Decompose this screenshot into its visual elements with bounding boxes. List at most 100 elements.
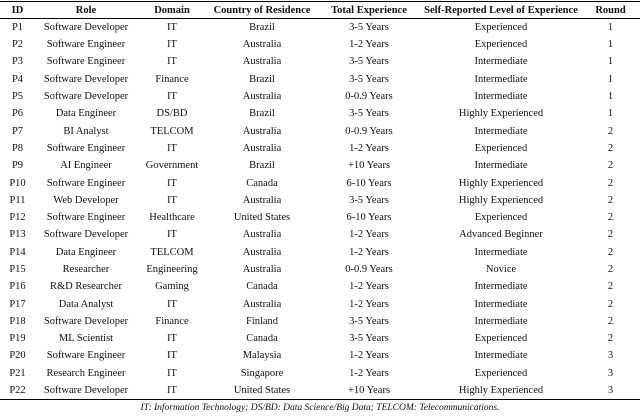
table-cell: Brazil	[249, 160, 275, 172]
table-cell: IT	[167, 350, 177, 362]
table-cell: 2	[607, 194, 614, 206]
table-cell: Australia	[242, 194, 282, 206]
table-cell: 1	[607, 108, 614, 120]
table-cell: 2	[607, 125, 614, 137]
table-cell: TELCOM	[150, 125, 194, 137]
table-cell: P4	[11, 73, 24, 85]
table-row: P22 Software Developer IT United States +10 …	[0, 382, 640, 400]
table-header: ID Role Domain Country of Residence Total Ex…	[0, 1, 640, 19]
table-cell: 1-2 Years	[349, 367, 389, 379]
table-cell: Data Engineer	[55, 108, 117, 120]
table-cell: +10 Years	[347, 160, 391, 172]
header-row: ID Role Domain Country of Residence Total Ex…	[0, 1, 640, 19]
table-cell: Experienced	[474, 39, 528, 51]
table-cell: +10 Years	[347, 384, 391, 396]
table-cell: DS/BD	[156, 108, 188, 120]
table-cell: 1	[607, 56, 614, 68]
table-cell: 2	[607, 281, 614, 293]
table-cell: Canada	[246, 281, 278, 293]
table-cell: Australia	[242, 125, 282, 137]
table-cell: Software Engineer	[46, 177, 126, 189]
table-row: P15 Researcher Engineering Australia 0-0.9 Y…	[0, 261, 640, 278]
table-cell: P13	[9, 229, 26, 241]
table-cell: R&D Researcher	[49, 281, 122, 293]
table-cell: P12	[9, 212, 26, 224]
table-row: P2 Software Engineer IT Australia 1-2 Years E…	[0, 36, 640, 53]
table-cell: 3-5 Years	[349, 22, 389, 33]
table-cell: 2	[607, 229, 614, 241]
table-cell: Australia	[242, 39, 282, 51]
table-cell: IT	[167, 91, 177, 103]
table-cell: 1-2 Years	[349, 142, 389, 154]
table-cell: Experienced	[474, 333, 528, 345]
table-cell: IT	[167, 367, 177, 379]
table-cell: 1-2 Years	[349, 39, 389, 51]
table-cell: P15	[9, 264, 26, 275]
table-cell: Intermediate	[474, 56, 528, 68]
header-cell: Round	[595, 4, 626, 16]
table-cell: IT	[167, 384, 177, 396]
table-cell: Healthcare	[149, 212, 195, 224]
table-row: P1 Software Developer IT Brazil 3-5 Years Exp…	[0, 19, 640, 37]
table-cell: Software Developer	[43, 384, 129, 396]
table-cell: Intermediate	[474, 246, 528, 258]
table-cell: P1	[11, 22, 24, 33]
table-cell: P2	[11, 39, 24, 51]
table-caption: IT: Information Technology; DS/BD: Data …	[140, 403, 500, 413]
table-row: P8 Software Engineer IT Australia 1-2 Years E…	[0, 140, 640, 157]
table-row: P10 Software Engineer IT Canada 6-10 Years Hi…	[0, 174, 640, 191]
table-cell: 2	[607, 298, 614, 310]
table-cell: Brazil	[249, 108, 275, 120]
table-cell: Australia	[242, 298, 282, 310]
table-cell: Brazil	[249, 73, 275, 85]
table-body: P1 Software Developer IT Brazil 3-5 Years Exp…	[0, 19, 640, 400]
table-cell: P11	[9, 194, 26, 206]
table-cell: P3	[11, 56, 24, 68]
table-cell: 3-5 Years	[349, 73, 389, 85]
table-cell: 1-2 Years	[349, 350, 389, 362]
table-cell: 2	[607, 315, 614, 327]
table-cell: 2	[607, 333, 614, 345]
table-cell: P9	[11, 160, 24, 172]
table-cell: Finland	[245, 315, 279, 327]
table-cell: 3	[607, 384, 614, 396]
table-cell: Experienced	[474, 22, 528, 33]
table-row: P19 ML Scientist IT Canada 3-5 Years Experien…	[0, 330, 640, 347]
table-cell: 2	[607, 264, 614, 275]
table-cell: United States	[233, 384, 291, 396]
table-cell: 6-10 Years	[346, 177, 392, 189]
table-cell: Intermediate	[474, 298, 528, 310]
table-cell: Finance	[155, 73, 189, 85]
table-cell: 3-5 Years	[349, 194, 389, 206]
table-row: P7 BI Analyst TELCOM Australia 0-0.9 Years In…	[0, 122, 640, 139]
table-cell: Canada	[246, 333, 278, 345]
table-cell: Highly Experienced	[458, 108, 544, 120]
table-cell: 1	[607, 73, 614, 85]
table-cell: Australia	[242, 56, 282, 68]
table-cell: 2	[607, 160, 614, 172]
table-cell: 2	[607, 212, 614, 224]
table-cell: Intermediate	[474, 160, 528, 172]
table-cell: Singapore	[240, 367, 284, 379]
table-cell: Intermediate	[474, 73, 528, 85]
table-cell: P8	[11, 142, 24, 154]
header-cell: Country of Residence	[213, 4, 311, 16]
table-cell: Government	[145, 160, 199, 172]
table-cell: Brazil	[249, 22, 275, 33]
header-cell: Self-Reported Level of Experience	[424, 4, 578, 16]
table-cell: P10	[9, 177, 26, 189]
table-cell: 2	[607, 246, 614, 258]
table-row: P4 Software Developer Finance Brazil 3-5 Yea…	[0, 71, 640, 88]
header-cell: ID	[11, 4, 24, 16]
table-cell: Software Developer	[43, 22, 129, 33]
table-cell: Software Developer	[43, 229, 129, 241]
table-cell: Intermediate	[474, 315, 528, 327]
table-cell: IT	[167, 333, 177, 345]
table-cell: Australia	[242, 229, 282, 241]
table-cell: 3-5 Years	[349, 333, 389, 345]
table-cell: 1-2 Years	[349, 246, 389, 258]
table-cell: Intermediate	[474, 91, 528, 103]
table-cell: IT	[167, 194, 177, 206]
table-cell: Software Engineer	[46, 212, 126, 224]
